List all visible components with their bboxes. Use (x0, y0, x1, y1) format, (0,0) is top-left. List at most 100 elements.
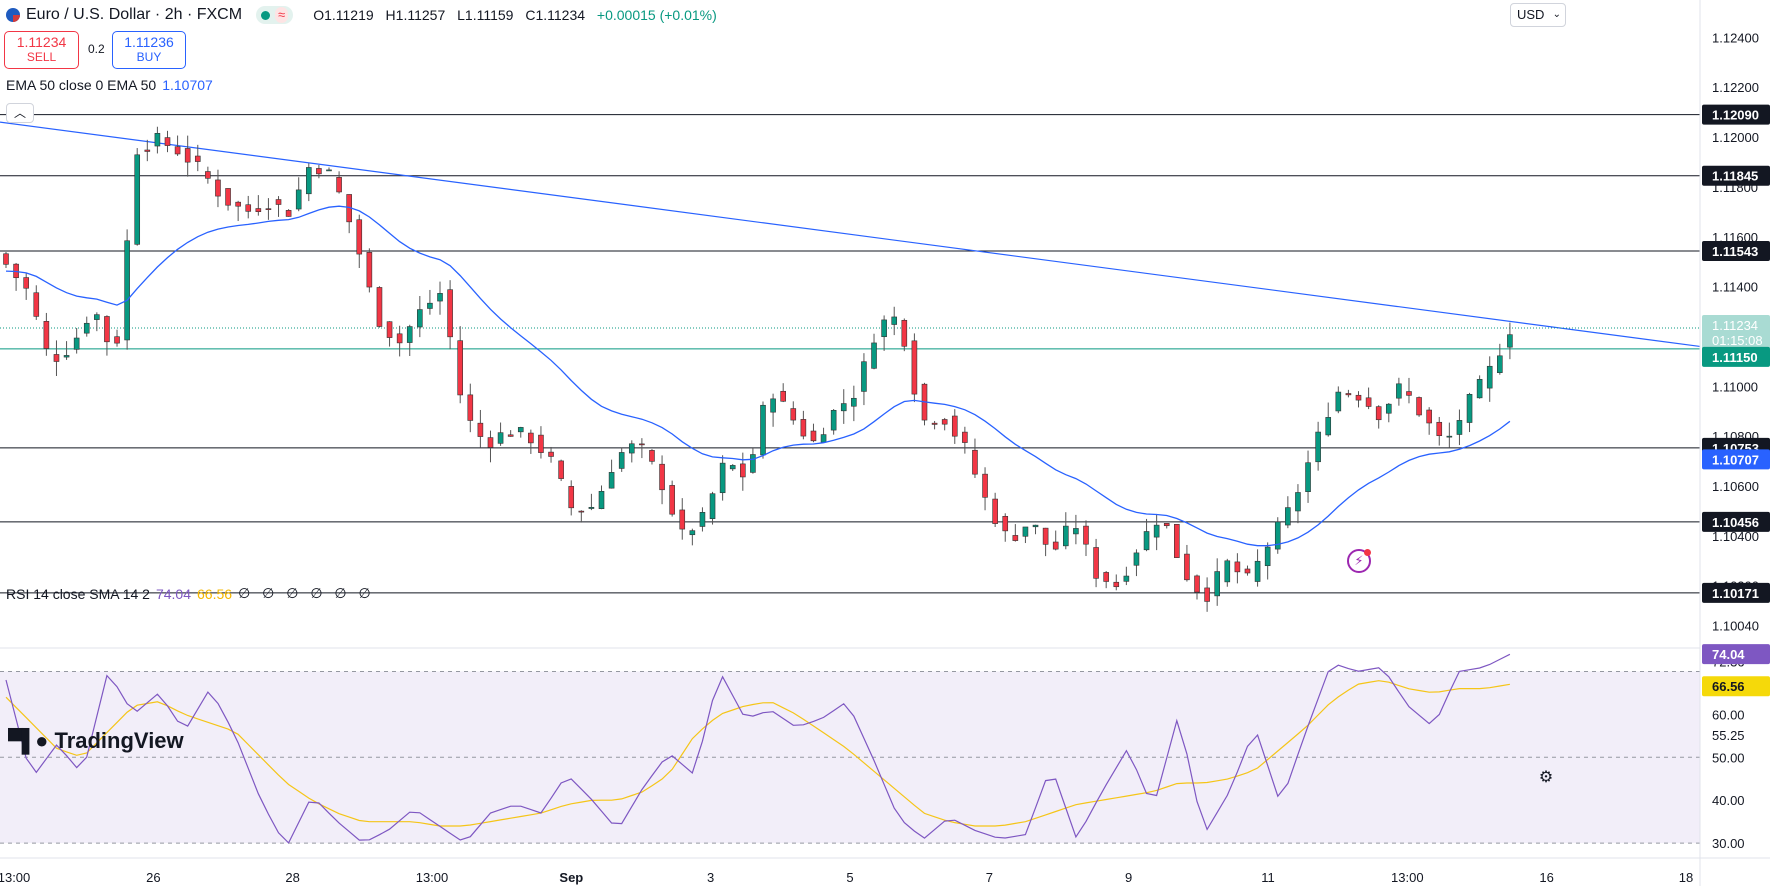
candle[interactable] (427, 289, 433, 315)
candle[interactable] (1436, 416, 1443, 446)
candle[interactable] (1497, 343, 1503, 375)
candle[interactable] (1163, 523, 1170, 529)
sell-button[interactable]: 1.11234 SELL (4, 31, 79, 69)
candle[interactable] (477, 409, 484, 448)
candle[interactable] (184, 135, 191, 177)
candle[interactable] (1274, 517, 1281, 554)
candle[interactable] (417, 295, 423, 338)
candle[interactable] (861, 353, 867, 406)
candle[interactable] (528, 429, 534, 454)
candle[interactable] (750, 447, 756, 474)
candle[interactable] (154, 126, 161, 154)
candle[interactable] (800, 410, 807, 440)
candle[interactable] (43, 312, 50, 356)
candle[interactable] (1174, 524, 1180, 559)
candle[interactable] (719, 455, 726, 501)
candle[interactable] (275, 196, 282, 217)
candle[interactable] (1355, 391, 1362, 408)
candle[interactable] (1133, 549, 1140, 577)
candle[interactable] (94, 312, 100, 332)
candle[interactable] (699, 507, 706, 532)
candle[interactable] (992, 492, 998, 527)
candle[interactable] (951, 409, 958, 444)
candle[interactable] (618, 447, 625, 472)
candle[interactable] (851, 385, 857, 422)
candle[interactable] (740, 452, 746, 491)
rsi-sma-line[interactable] (5, 680, 1510, 827)
axis-settings-button[interactable]: ⚙ (1534, 766, 1558, 790)
candle[interactable] (1254, 549, 1261, 587)
candle[interactable] (1083, 520, 1089, 557)
buy-button[interactable]: 1.11236 BUY (112, 31, 186, 69)
candle[interactable] (285, 209, 292, 217)
candle[interactable] (679, 498, 686, 540)
candle[interactable] (215, 169, 221, 208)
candle[interactable] (820, 427, 827, 443)
candle[interactable] (709, 491, 716, 525)
ema-price-label[interactable]: 1.10707 (1702, 449, 1770, 470)
candle[interactable] (114, 329, 120, 347)
candle[interactable] (1093, 538, 1099, 588)
candle[interactable] (669, 480, 675, 517)
symbol-title[interactable]: Euro / U.S. Dollar · 2h · FXCM (26, 6, 243, 23)
candle[interactable] (760, 401, 766, 459)
candle[interactable] (1103, 571, 1109, 589)
candle[interactable] (406, 324, 413, 357)
alert-bolt-button[interactable]: ⚡ (1347, 549, 1371, 573)
candle[interactable] (921, 382, 928, 426)
candle[interactable] (1315, 421, 1321, 471)
candle[interactable] (1234, 553, 1241, 584)
candle[interactable] (1032, 524, 1039, 535)
candle[interactable] (1507, 322, 1513, 360)
candle[interactable] (457, 326, 464, 404)
candle[interactable] (780, 383, 786, 403)
candle[interactable] (366, 248, 373, 293)
candle[interactable] (871, 333, 877, 370)
candle[interactable] (770, 393, 776, 427)
candle[interactable] (1113, 574, 1120, 591)
candle[interactable] (295, 177, 302, 212)
candle[interactable] (63, 341, 70, 360)
candle[interactable] (931, 420, 938, 430)
candle[interactable] (689, 528, 696, 546)
market-status-pill[interactable]: ≈ (256, 6, 294, 24)
candle[interactable] (1335, 386, 1342, 414)
candle[interactable] (1295, 484, 1301, 524)
candle[interactable] (659, 455, 665, 505)
candle[interactable] (467, 383, 474, 433)
candle[interactable] (1204, 577, 1210, 612)
candle[interactable] (1446, 422, 1453, 448)
candle[interactable] (437, 281, 443, 315)
candle[interactable] (628, 440, 635, 463)
rsi-line[interactable] (5, 653, 1511, 844)
candle[interactable] (548, 446, 554, 463)
candle[interactable] (23, 273, 29, 300)
candle[interactable] (1042, 527, 1049, 557)
candle[interactable] (1012, 524, 1019, 542)
candle[interactable] (598, 485, 605, 510)
candle[interactable] (1365, 387, 1372, 410)
candle[interactable] (568, 480, 575, 516)
candle[interactable] (124, 229, 130, 350)
candle[interactable] (194, 144, 201, 172)
candle[interactable] (639, 438, 645, 459)
candle[interactable] (1285, 496, 1291, 529)
candle[interactable] (104, 315, 110, 356)
ema-50-line[interactable] (5, 205, 1511, 547)
candle[interactable] (1214, 558, 1220, 606)
candle[interactable] (941, 417, 948, 431)
candle[interactable] (255, 195, 262, 216)
candle[interactable] (1385, 402, 1392, 423)
candle[interactable] (386, 321, 393, 347)
candle[interactable] (1244, 565, 1251, 576)
candle[interactable] (13, 262, 19, 291)
candle[interactable] (134, 148, 141, 246)
candle[interactable] (1153, 513, 1160, 551)
candle[interactable] (972, 438, 978, 478)
candle[interactable] (1184, 544, 1190, 582)
candle[interactable] (840, 389, 847, 424)
candle[interactable] (982, 467, 988, 511)
level-price-label[interactable]: 1.10171 (1702, 582, 1770, 603)
candle[interactable] (346, 194, 352, 234)
candle[interactable] (316, 164, 322, 179)
